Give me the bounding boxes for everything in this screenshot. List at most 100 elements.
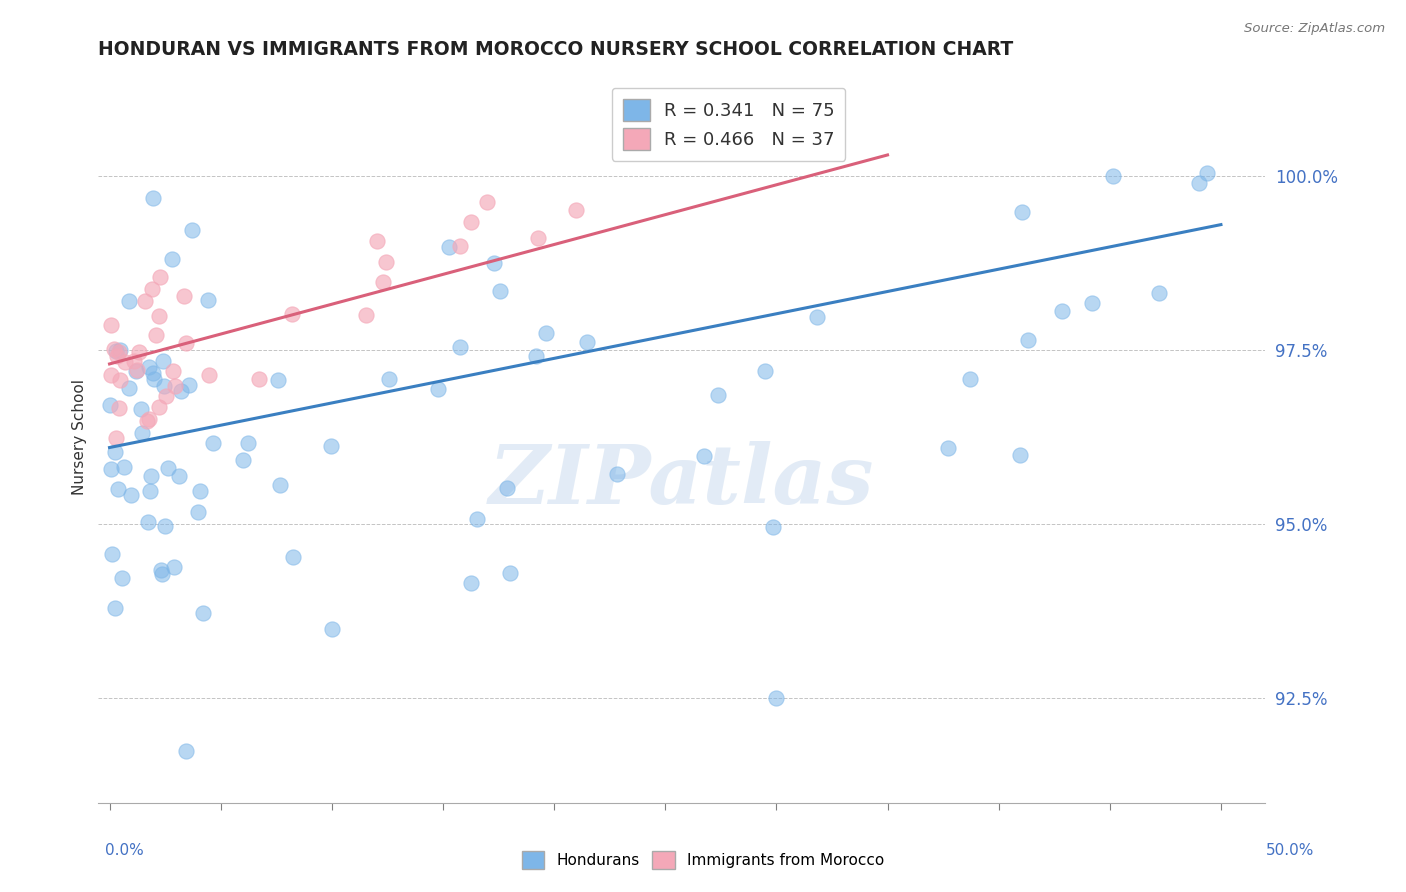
- Point: [153, 379, 176, 393]
- Point: [122, 354, 145, 368]
- Point: [152, 353, 174, 368]
- Point: [174, 336, 197, 351]
- Point: [169, 384, 191, 398]
- Point: [449, 239, 471, 253]
- Point: [145, 328, 167, 343]
- Point: [373, 275, 395, 289]
- Point: [100, 318, 122, 333]
- Point: [187, 504, 209, 518]
- Legend: Hondurans, Immigrants from Morocco: Hondurans, Immigrants from Morocco: [516, 845, 890, 875]
- Point: [107, 482, 129, 496]
- Point: [163, 379, 186, 393]
- Point: [180, 223, 202, 237]
- Point: [526, 349, 548, 363]
- Point: [150, 566, 173, 581]
- Text: 50.0%: 50.0%: [1267, 843, 1315, 858]
- Point: [565, 203, 588, 218]
- Point: [149, 563, 172, 577]
- Point: [427, 382, 450, 396]
- Point: [141, 282, 163, 296]
- Point: [101, 547, 124, 561]
- Point: [100, 368, 122, 383]
- Point: [125, 362, 148, 376]
- Point: [105, 344, 128, 359]
- Point: [176, 744, 198, 758]
- Point: [114, 355, 136, 369]
- Point: [129, 401, 152, 416]
- Text: ZIPatlas: ZIPatlas: [489, 441, 875, 521]
- Point: [136, 515, 159, 529]
- Point: [1011, 205, 1033, 219]
- Point: [1017, 333, 1039, 347]
- Point: [319, 439, 342, 453]
- Point: [269, 477, 291, 491]
- Point: [762, 520, 785, 534]
- Point: [173, 289, 195, 303]
- Point: [105, 349, 128, 363]
- Point: [1147, 286, 1170, 301]
- Point: [460, 575, 482, 590]
- Point: [136, 414, 159, 428]
- Point: [366, 234, 388, 248]
- Point: [754, 364, 776, 378]
- Point: [266, 373, 288, 387]
- Point: [131, 426, 153, 441]
- Point: [138, 483, 160, 498]
- Point: [112, 460, 135, 475]
- Point: [103, 342, 125, 356]
- Point: [281, 307, 304, 321]
- Point: [378, 372, 401, 386]
- Point: [142, 366, 165, 380]
- Point: [449, 340, 471, 354]
- Y-axis label: Nursery School: Nursery School: [72, 379, 87, 495]
- Point: [606, 467, 628, 481]
- Point: [108, 343, 131, 358]
- Point: [231, 453, 253, 467]
- Point: [375, 255, 398, 269]
- Point: [167, 469, 190, 483]
- Point: [354, 309, 377, 323]
- Text: 0.0%: 0.0%: [105, 843, 145, 858]
- Point: [498, 566, 520, 580]
- Point: [692, 449, 714, 463]
- Text: HONDURAN VS IMMIGRANTS FROM MOROCCO NURSERY SCHOOL CORRELATION CHART: HONDURAN VS IMMIGRANTS FROM MOROCCO NURS…: [98, 39, 1014, 59]
- Point: [138, 359, 160, 374]
- Point: [281, 549, 304, 564]
- Point: [108, 373, 131, 387]
- Point: [202, 436, 225, 450]
- Point: [191, 606, 214, 620]
- Point: [437, 240, 460, 254]
- Point: [104, 600, 127, 615]
- Point: [128, 345, 150, 359]
- Point: [148, 309, 170, 323]
- Legend: R = 0.341   N = 75, R = 0.466   N = 37: R = 0.341 N = 75, R = 0.466 N = 37: [612, 87, 845, 161]
- Point: [138, 412, 160, 426]
- Point: [527, 231, 550, 245]
- Point: [465, 512, 488, 526]
- Point: [806, 310, 828, 325]
- Point: [936, 441, 959, 455]
- Point: [1081, 296, 1104, 310]
- Point: [177, 377, 200, 392]
- Text: Source: ZipAtlas.com: Source: ZipAtlas.com: [1244, 22, 1385, 36]
- Point: [765, 691, 787, 706]
- Point: [160, 252, 183, 267]
- Point: [139, 469, 162, 483]
- Point: [148, 400, 170, 414]
- Point: [495, 482, 517, 496]
- Point: [238, 436, 260, 450]
- Point: [575, 335, 598, 350]
- Point: [100, 462, 122, 476]
- Point: [1050, 303, 1073, 318]
- Point: [197, 293, 219, 308]
- Point: [959, 372, 981, 386]
- Point: [198, 368, 221, 382]
- Point: [460, 214, 482, 228]
- Point: [1188, 176, 1211, 190]
- Point: [134, 294, 156, 309]
- Point: [142, 191, 165, 205]
- Point: [190, 483, 212, 498]
- Point: [149, 270, 172, 285]
- Point: [124, 364, 146, 378]
- Point: [108, 345, 131, 359]
